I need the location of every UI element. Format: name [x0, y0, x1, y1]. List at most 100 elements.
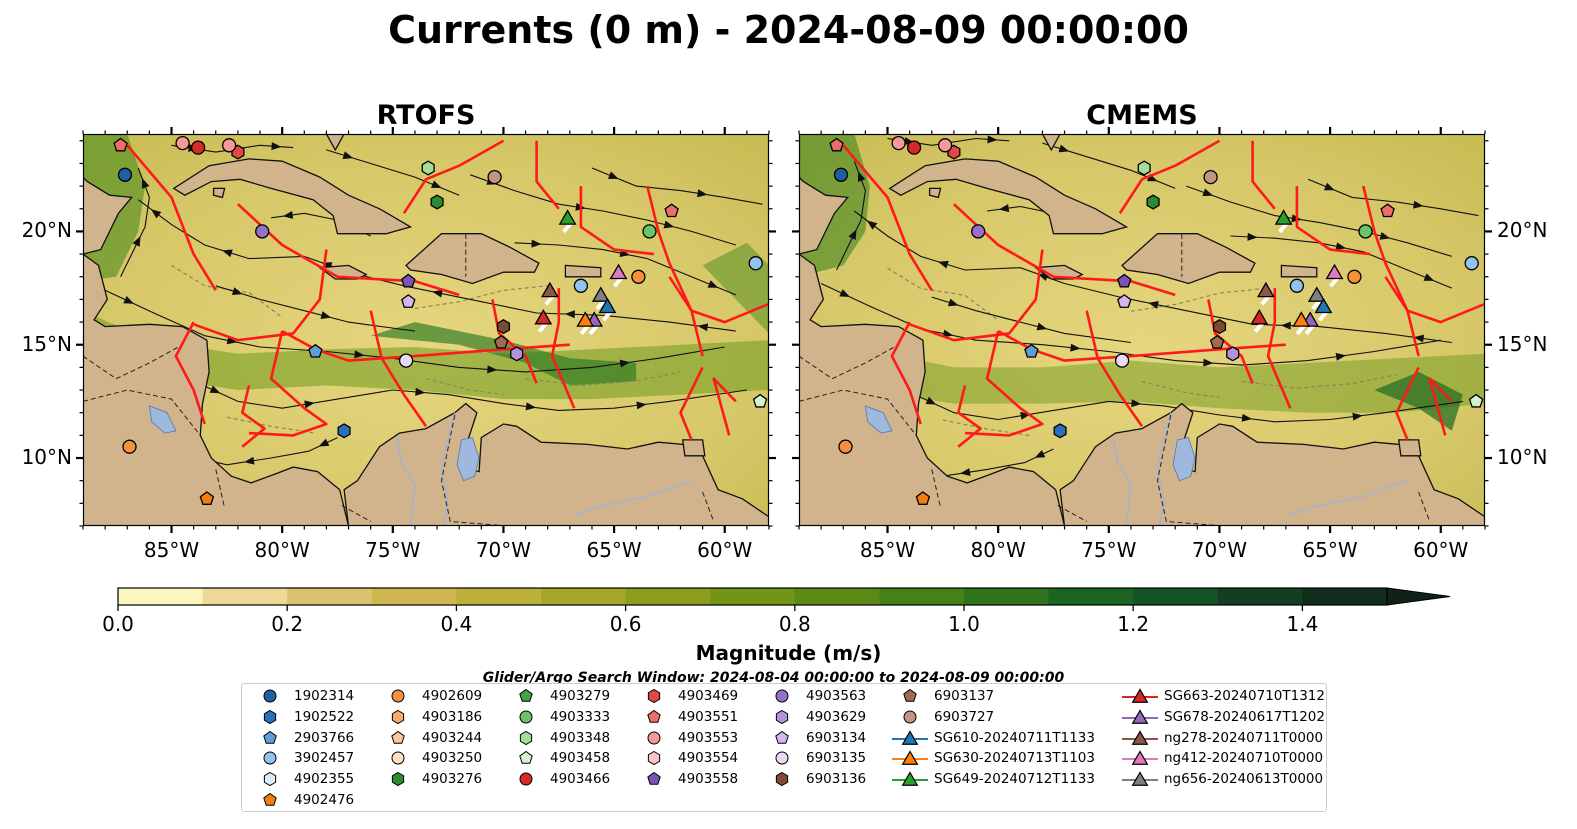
argo-float-4903551[interactable] [829, 137, 844, 152]
argo-float-6903727[interactable] [1203, 169, 1218, 185]
argo-float-6903134[interactable] [1117, 294, 1132, 308]
glider-SG663-20240710T1312[interactable] [1250, 308, 1269, 325]
land-mass-central-america [83, 134, 350, 526]
argo-float-4902476[interactable] [915, 491, 931, 505]
legend-marker-triangle-icon [1122, 688, 1158, 703]
legend-item-6903137: 6903137 [890, 686, 994, 706]
argo-float-6903134[interactable] [401, 294, 416, 308]
argo-float-4903551[interactable] [1380, 203, 1395, 218]
argo-float-4903458[interactable] [1468, 393, 1484, 408]
glider-ng278-20240711T0000[interactable] [540, 281, 559, 298]
map-panel-rtofs[interactable] [76, 127, 776, 533]
glider-SG610-20240711T1133[interactable] [1314, 297, 1333, 314]
lon-tick-label: 85°W [143, 538, 200, 562]
argo-float-4903458[interactable] [752, 393, 768, 408]
streamline-arrow [960, 468, 971, 476]
streamline [853, 210, 1452, 344]
streamline-arrow [857, 171, 866, 182]
map-panel-cmems[interactable] [792, 127, 1492, 533]
argo-float-1902522[interactable] [1053, 423, 1067, 439]
streamline [836, 161, 866, 271]
argo-float-4903629[interactable] [510, 346, 524, 362]
argo-float-4903348[interactable] [421, 160, 435, 176]
argo-float-1902522[interactable] [337, 423, 351, 439]
argo-float-4902476[interactable] [199, 491, 215, 505]
argo-float-4903466[interactable] [190, 140, 206, 155]
argo-float-4903276[interactable] [430, 194, 444, 210]
glider-SG630-20240713T1103[interactable] [1292, 311, 1311, 327]
argo-float-6903137[interactable] [1209, 334, 1225, 349]
argo-float-4903558[interactable] [1117, 273, 1132, 288]
argo-float-3902457[interactable] [1289, 278, 1305, 293]
argo-float-4903333[interactable] [642, 224, 657, 239]
glider-ng656-20240613T0000[interactable] [1307, 286, 1326, 302]
legend-item-6903727: 6903727 [890, 707, 994, 727]
argo-float-4902609[interactable] [122, 439, 137, 454]
streamline-arrow [636, 401, 647, 410]
glider-SG630-20240713T1103[interactable] [576, 311, 595, 327]
argo-float-2903766[interactable] [1024, 343, 1039, 358]
argo-float-4903563[interactable] [971, 224, 986, 239]
argo-float-6903136[interactable] [1212, 319, 1227, 335]
glider-ng656-20240613T0000[interactable] [591, 286, 610, 302]
legend-marker-circle-icon [391, 751, 405, 765]
glider-SG649-20240712T1133[interactable] [1274, 209, 1293, 225]
land-mass-cuba [172, 158, 413, 235]
argo-float-4903558[interactable] [401, 273, 416, 288]
argo-float-4903551[interactable] [113, 137, 128, 152]
glider-ng412-20240710T0000[interactable] [609, 263, 628, 280]
glider-SG663-20240710T1312[interactable] [534, 308, 553, 325]
argo-float-4902609[interactable] [838, 439, 853, 454]
streamline-arrow [848, 229, 857, 240]
land-mass-trinidad [1397, 439, 1422, 457]
argo-float-6903136[interactable] [496, 319, 511, 335]
colorbar-tick-label: 0.2 [271, 612, 304, 636]
argo-float-4902609[interactable] [631, 269, 646, 284]
glider-SG649-20240712T1133[interactable] [558, 209, 577, 225]
legend-marker-hexagon-icon [775, 772, 789, 787]
argo-float-4903333[interactable] [1358, 224, 1373, 239]
argo-float-4903466[interactable] [906, 140, 922, 155]
argo-float-4903348[interactable] [1137, 160, 1151, 176]
streamline-arrow [987, 135, 998, 144]
eez-boundary [491, 299, 538, 384]
argo-float-3902457[interactable] [748, 256, 763, 271]
argo-float-6903727[interactable] [487, 169, 502, 185]
glider-SG610-20240711T1133[interactable] [598, 297, 617, 314]
legend-marker-pentagon-icon [263, 730, 277, 744]
legend-label: 4902355 [294, 771, 355, 788]
glider-ng412-20240710T0000[interactable] [1325, 263, 1344, 280]
argo-float-4903276[interactable] [1146, 194, 1160, 210]
argo-float-1902314[interactable] [833, 167, 849, 182]
argo-float-3902457[interactable] [1464, 256, 1479, 271]
legend-label: 4903554 [678, 750, 739, 767]
streamline-arrow [1070, 343, 1081, 352]
argo-float-4903629[interactable] [1226, 346, 1240, 362]
argo-float-6903135[interactable] [398, 353, 414, 368]
legend-item-1902522: 1902522 [250, 707, 354, 727]
legend-marker-hexagon-icon [519, 730, 533, 745]
eez-boundary [679, 366, 704, 441]
legend-item-4903551: 4903551 [634, 707, 738, 727]
legend-marker-hexagon-icon [263, 772, 277, 787]
country-border [83, 344, 183, 380]
argo-float-3902457[interactable] [573, 278, 589, 293]
argo-float-6903135[interactable] [1114, 353, 1130, 368]
argo-float-1902314[interactable] [117, 167, 133, 182]
streamline [820, 283, 1441, 366]
argo-float-6903137[interactable] [493, 334, 509, 349]
argo-float-4903551[interactable] [664, 203, 679, 218]
argo-float-4903553[interactable] [175, 135, 190, 151]
legend-label: 4903551 [678, 708, 739, 725]
legend-marker-pentagon-icon [391, 730, 405, 744]
argo-float-4903553[interactable] [891, 135, 906, 151]
colorbar-tick-label: 0.0 [102, 612, 134, 636]
argo-float-4903553[interactable] [937, 138, 953, 153]
argo-float-4902609[interactable] [1347, 269, 1362, 284]
glider-ng278-20240711T0000[interactable] [1256, 281, 1275, 298]
argo-float-2903766[interactable] [308, 343, 323, 358]
argo-float-4903553[interactable] [221, 138, 237, 153]
legend-item-4903348: 4903348 [506, 728, 610, 748]
argo-float-4903563[interactable] [255, 224, 270, 239]
colorbar-cell [1133, 588, 1219, 605]
